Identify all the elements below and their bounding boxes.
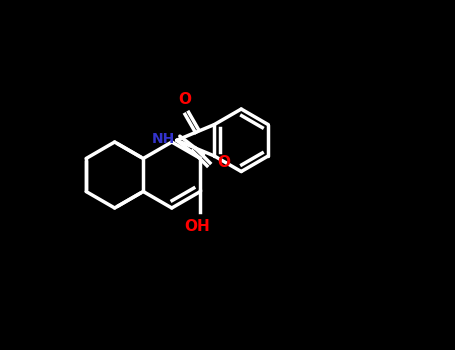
Text: OH: OH <box>184 219 210 234</box>
Text: O: O <box>217 155 230 170</box>
Text: NH: NH <box>152 132 175 146</box>
Text: O: O <box>178 92 192 107</box>
